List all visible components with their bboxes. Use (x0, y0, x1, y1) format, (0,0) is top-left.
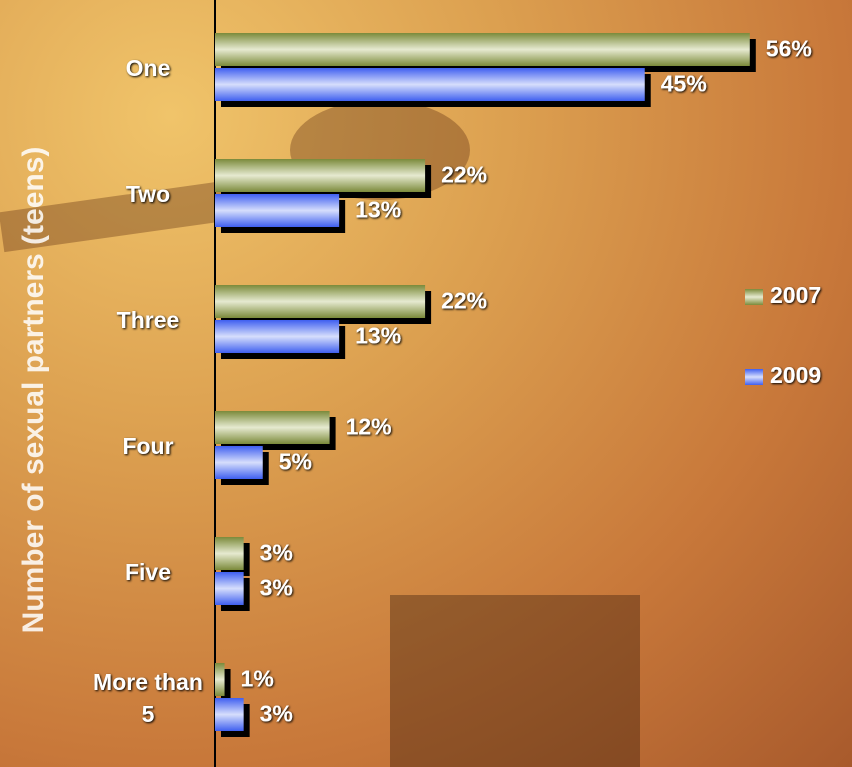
bar (215, 68, 645, 101)
value-label: 3% (260, 575, 293, 601)
value-label: 1% (241, 666, 274, 692)
value-label: 12% (346, 414, 392, 440)
bar (215, 159, 426, 192)
category-label: More than 5 (93, 669, 203, 727)
bar-shadow (221, 669, 231, 702)
bar (215, 33, 750, 66)
value-label: 22% (441, 288, 487, 314)
legend-label: 2007 (770, 282, 821, 308)
legend-marker (745, 289, 763, 305)
bar (215, 572, 244, 605)
value-label: 13% (355, 323, 401, 349)
bar (215, 194, 340, 227)
y-axis-title: Number of sexual partners (teens) (17, 147, 50, 634)
bar (215, 411, 330, 444)
bar (215, 663, 225, 696)
value-label: 45% (661, 71, 707, 97)
bar (215, 285, 426, 318)
category-label: Three (116, 307, 180, 333)
bar (215, 537, 244, 570)
bar (215, 698, 244, 731)
value-label: 13% (355, 197, 401, 223)
bar (215, 320, 340, 353)
bar (215, 446, 263, 479)
legend-marker (745, 369, 763, 385)
value-label: 22% (441, 162, 487, 188)
value-label: 5% (279, 449, 312, 475)
value-label: 3% (260, 701, 293, 727)
legend-label: 2009 (770, 362, 821, 388)
category-label: One (125, 55, 171, 81)
category-label: Five (124, 559, 172, 585)
value-label: 56% (766, 36, 812, 62)
value-label: 3% (260, 540, 293, 566)
category-label: Two (125, 181, 171, 207)
category-label: Four (122, 433, 174, 459)
